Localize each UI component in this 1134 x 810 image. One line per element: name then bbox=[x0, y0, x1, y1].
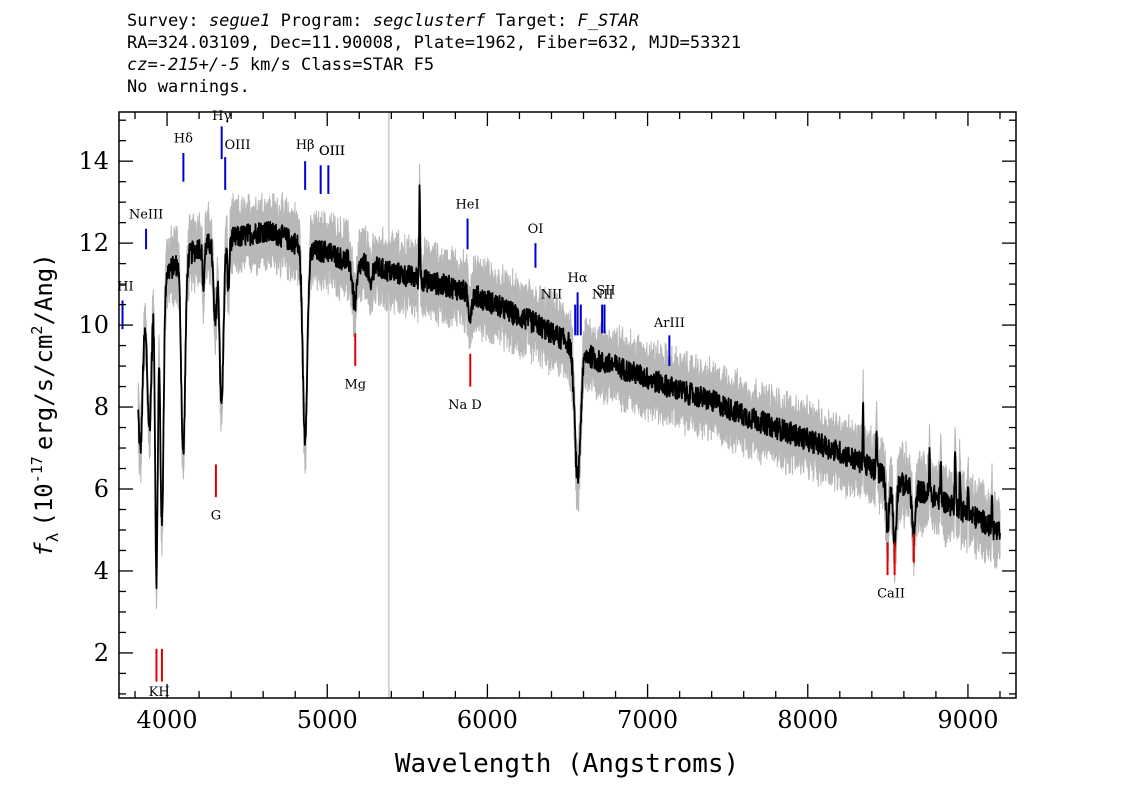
error-band bbox=[137, 163, 1001, 610]
emission-label-hgamma: Hγ bbox=[212, 109, 231, 124]
x-tick-label: 7000 bbox=[617, 706, 678, 734]
flux-series bbox=[137, 184, 1001, 590]
flux-line bbox=[137, 184, 1001, 590]
y-axis-label-units: erg/s/cm bbox=[30, 335, 58, 451]
target-value: F_STAR bbox=[577, 11, 639, 31]
survey-label: Survey: bbox=[127, 11, 199, 31]
y-tick-label: 12 bbox=[78, 229, 109, 257]
absorption-label-mg: Mg bbox=[344, 378, 366, 393]
x-axis-label: Wavelength (Angstroms) bbox=[395, 749, 739, 779]
absorption-label-g: G bbox=[211, 509, 221, 524]
x-tick-label: 4000 bbox=[137, 706, 198, 734]
emission-label-nii-6548: NII bbox=[541, 287, 563, 302]
x-tick-label: 9000 bbox=[937, 706, 998, 734]
emission-label-hi: HI bbox=[117, 279, 133, 294]
y-tick-label: 2 bbox=[94, 639, 109, 667]
emission-label-oi: OI bbox=[528, 222, 544, 237]
header-line-3: cz=-215+/-5 km/s Class=STAR F5 bbox=[127, 54, 741, 76]
header-line-1: Survey: segue1 Program: segclusterf Targ… bbox=[127, 10, 741, 32]
emission-label-nii-6583: NII bbox=[592, 287, 614, 302]
program-label: Program: bbox=[280, 11, 363, 31]
absorption-label-nad: Na D bbox=[448, 398, 482, 413]
y-axis-label-open: (10 bbox=[30, 483, 58, 526]
error-band-area bbox=[137, 163, 1001, 610]
y-tick-label: 4 bbox=[94, 557, 109, 585]
emission-label-halpha: Hα bbox=[568, 271, 588, 286]
emission-label-neiii: NeIII bbox=[129, 208, 163, 223]
emission-label-hdelta: Hδ bbox=[174, 132, 193, 147]
emission-label-sii-6716: SII bbox=[596, 283, 615, 298]
survey-value: segue1 bbox=[208, 11, 271, 31]
y-axis-label-symbol: f bbox=[30, 542, 58, 557]
y-tick-label: 6 bbox=[94, 475, 109, 503]
emission-label-ariii: ArIII bbox=[653, 316, 685, 331]
y-tick-label: 14 bbox=[78, 147, 109, 175]
target-label: Target: bbox=[495, 11, 568, 31]
x-tick-label: 6000 bbox=[457, 706, 518, 734]
y-axis-label-subscript: λ bbox=[43, 532, 62, 542]
y-axis-label-units-end: /Ang) bbox=[30, 253, 58, 325]
emission-label-oiii-4363: OIII bbox=[224, 138, 250, 153]
y-tick-label: 10 bbox=[78, 311, 109, 339]
emission-label-hei: HeI bbox=[455, 197, 479, 212]
cz-value: -215+/-5 bbox=[157, 55, 240, 75]
y-axis-label-exponent: -17 bbox=[28, 456, 46, 483]
program-value: segclusterf bbox=[372, 11, 486, 31]
header-line-2: RA=324.03109, Dec=11.90008, Plate=1962, … bbox=[127, 33, 742, 53]
axes: 4000 5000 6000 7000 8000 9000 2 4 6 8 10 12 14 bbox=[78, 111, 1017, 734]
spectrum-header: Survey: segue1 Program: segclusterf Targ… bbox=[127, 10, 741, 98]
absorption-label-caii-8542: CaII bbox=[877, 587, 905, 602]
emission-label-hbeta: Hβ bbox=[296, 138, 315, 153]
cz-unit-class: km/s Class=STAR F5 bbox=[249, 55, 435, 75]
y-axis-label: fλ (10-17 erg/s/cm2/Ang) bbox=[28, 253, 62, 556]
cz-label: cz= bbox=[127, 55, 158, 75]
header-line-4: No warnings. bbox=[127, 77, 250, 97]
x-tick-label: 8000 bbox=[777, 706, 838, 734]
emission-label-oiii-5007: OIII bbox=[319, 144, 345, 159]
plot-frame bbox=[118, 111, 1017, 699]
absorption-label-h: KH bbox=[149, 685, 170, 700]
y-axis-label-units-exponent: 2 bbox=[28, 326, 46, 335]
x-tick-label: 5000 bbox=[297, 706, 358, 734]
emission-label-oiii-4959: OIII bbox=[319, 144, 345, 159]
y-tick-label: 8 bbox=[94, 393, 109, 421]
